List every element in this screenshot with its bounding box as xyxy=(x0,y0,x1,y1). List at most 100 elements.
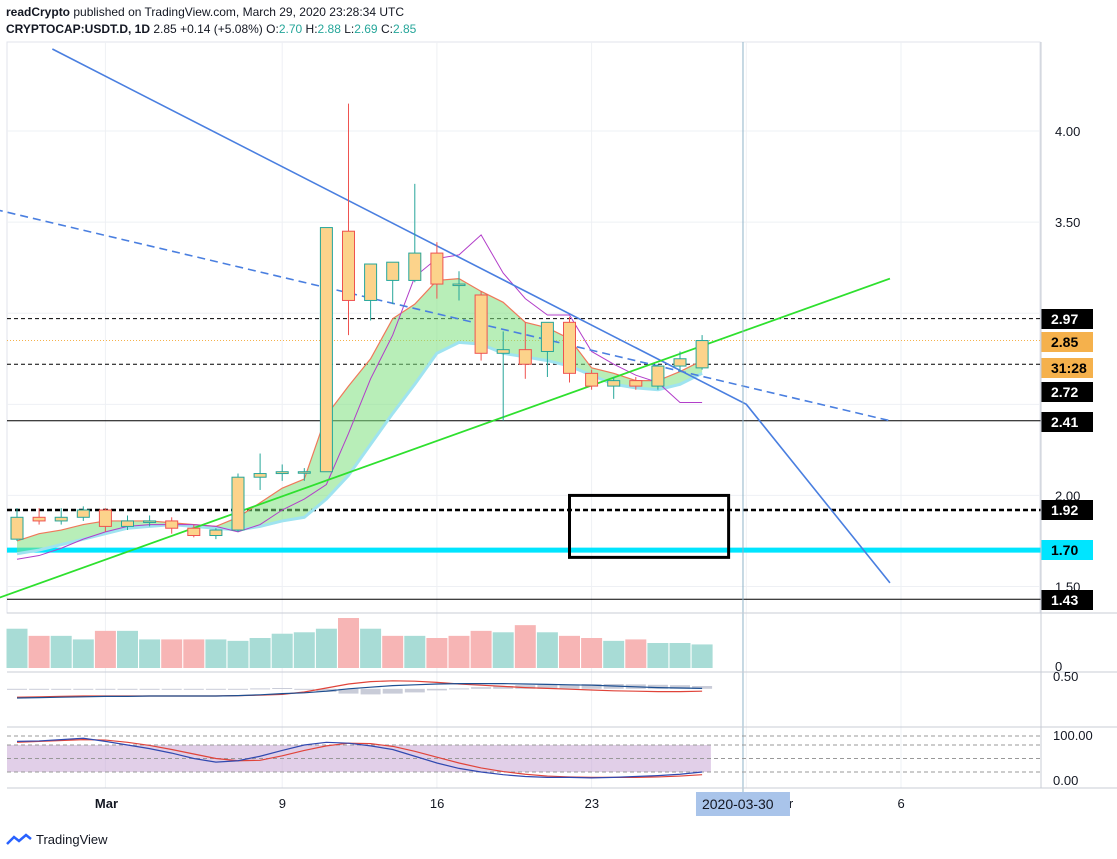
macd-histogram-bar xyxy=(338,688,359,694)
crosshair-date-badge xyxy=(695,792,790,816)
macd-histogram-bar xyxy=(7,688,27,690)
candle-body xyxy=(297,471,311,474)
price-axis-tick: 2.00 xyxy=(1055,488,1080,503)
descending-trendline xyxy=(51,48,891,584)
volume-bar xyxy=(50,635,72,668)
macd-histogram-bar xyxy=(228,688,248,690)
volume-bar xyxy=(625,639,647,668)
macd-histogram-bar xyxy=(95,688,116,690)
candle-body xyxy=(319,227,333,473)
volume-bar xyxy=(72,639,94,668)
macd-histogram-bar xyxy=(51,688,72,690)
volume-bar xyxy=(404,635,426,668)
macd-histogram-bar xyxy=(205,688,226,690)
macd-line xyxy=(16,683,703,699)
author-name[interactable]: readCrypto xyxy=(6,5,71,19)
macd-histogram-bar xyxy=(647,684,668,689)
high-value: 2.88 xyxy=(317,22,341,36)
open-label: O: xyxy=(266,22,279,36)
candle-body xyxy=(32,516,46,522)
candle-body xyxy=(253,473,267,478)
candle-body xyxy=(452,283,466,287)
publish-info: published on TradingView.com, March 29, … xyxy=(73,5,405,19)
candle-body xyxy=(76,509,90,518)
open-value: 2.70 xyxy=(278,22,303,36)
candle-body xyxy=(673,358,687,367)
macd-histogram-bar xyxy=(471,687,492,689)
macd-histogram-bar xyxy=(537,684,558,689)
candle-body xyxy=(585,372,599,387)
price-badge xyxy=(1041,382,1093,402)
symbol-label[interactable]: CRYPTOCAP:USDT.D, 1D xyxy=(6,22,151,36)
volume-bar xyxy=(94,630,116,668)
candle-body xyxy=(474,294,488,354)
volume-bar xyxy=(514,625,536,668)
volume-bar xyxy=(338,618,359,668)
volume-bar xyxy=(559,635,580,668)
candle-body xyxy=(651,365,665,387)
price-badge-label: 2.72 xyxy=(1051,384,1078,400)
candle-body xyxy=(695,340,709,369)
price-badge-label: 1.70 xyxy=(1051,542,1078,558)
volume-bar xyxy=(492,632,514,668)
volume-bar xyxy=(28,635,50,668)
macd-histogram-bar xyxy=(183,688,204,690)
tradingview-brand[interactable]: TradingView xyxy=(36,832,108,847)
price-badge xyxy=(1041,412,1093,432)
candle-body xyxy=(563,321,576,374)
macd-histogram-bar xyxy=(426,688,447,691)
price-badge xyxy=(1041,332,1093,352)
dashed-trendline xyxy=(0,209,891,422)
ascending-trendline xyxy=(0,277,891,599)
volume-bar xyxy=(315,628,337,668)
volume-bar xyxy=(647,643,669,668)
candle-body xyxy=(607,380,621,387)
volume-bar xyxy=(470,630,492,668)
price-badge-label: 1.43 xyxy=(1051,592,1078,608)
price-badge-label: 1.92 xyxy=(1051,502,1078,518)
macd-histogram-bar xyxy=(670,685,690,689)
ma-ribbon xyxy=(17,278,703,554)
macd-histogram-bar xyxy=(360,688,381,695)
price-axis-tick: 3.50 xyxy=(1055,215,1080,230)
price-badge xyxy=(1041,540,1093,560)
high-label: H: xyxy=(305,22,318,36)
price-change: +0.14 (+5.08%) xyxy=(180,22,263,36)
candle-body xyxy=(143,520,157,523)
stoch-k-line xyxy=(16,737,703,779)
volume-axis-tick: 0 xyxy=(1055,659,1062,674)
macd-axis-tick: 0.50 xyxy=(1053,669,1078,684)
volume-bar xyxy=(691,644,713,668)
volume-bar xyxy=(139,639,161,668)
macd-histogram-bar xyxy=(29,688,50,690)
price-badge-label: 2.85 xyxy=(1051,334,1078,350)
volume-bar xyxy=(227,640,249,668)
low-value: 2.69 xyxy=(354,22,378,36)
macd-histogram-bar xyxy=(139,688,160,690)
price-badge xyxy=(1041,500,1093,520)
volume-bar xyxy=(6,628,28,668)
candle-body xyxy=(430,252,444,285)
price-badge xyxy=(1041,590,1093,610)
macd-histogram-bar xyxy=(404,688,425,693)
time-axis-tick: Mar xyxy=(95,796,118,811)
price-badge-label: 2.41 xyxy=(1051,414,1078,430)
volume-bar xyxy=(205,639,227,668)
price-badge-label: 31:28 xyxy=(1051,360,1087,376)
time-axis-tick: 6 xyxy=(898,796,905,811)
candle-body xyxy=(364,263,378,301)
macd-histogram-bar xyxy=(250,688,271,690)
volume-bar xyxy=(161,639,183,668)
macd-histogram-bar xyxy=(117,688,138,690)
volume-bar xyxy=(183,639,205,668)
volume-bar xyxy=(669,643,691,668)
volume-bar xyxy=(382,635,404,668)
volume-bar xyxy=(360,628,382,668)
time-axis-tick: 23 xyxy=(585,796,599,811)
volume-bar xyxy=(249,638,271,668)
macd-histogram-bar xyxy=(382,688,403,694)
stoch-axis-tick: 0.00 xyxy=(1053,773,1078,788)
macd-histogram-bar xyxy=(581,684,602,689)
crosshair-date-label: 2020-03-30 xyxy=(702,796,774,812)
